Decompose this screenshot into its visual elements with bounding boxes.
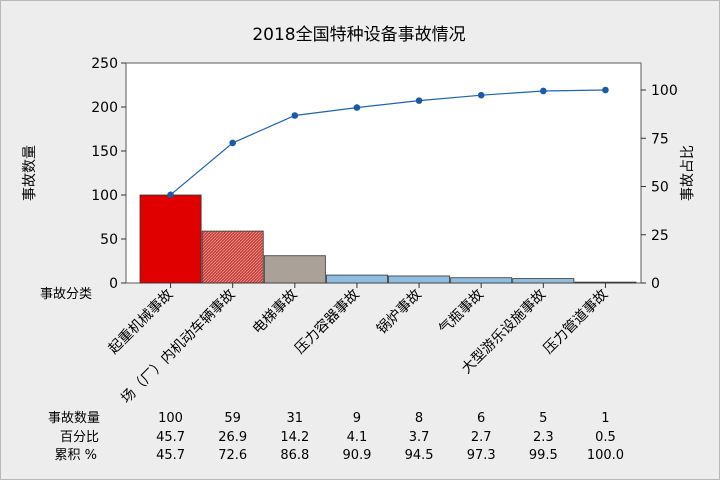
bar: [574, 281, 637, 284]
table-cell: 4.1: [347, 430, 368, 445]
data-table: 事故数量 100 59 31 9 8 6 5 1 百分比 45.7 26.9 14.2 4.1 3.7 2.7…: [48, 411, 624, 463]
cumulative-point: [477, 91, 485, 99]
table-cell: 2.7: [471, 430, 492, 445]
table-cell: 45.7: [156, 430, 185, 445]
right-tick-label: 75: [651, 131, 669, 147]
category-label: 电梯事故: [250, 287, 301, 338]
cumulative-point: [602, 86, 609, 94]
cumulative-point: [540, 87, 547, 95]
cumulative-line-series: [167, 86, 609, 199]
x-axis-label: 事故分类: [40, 287, 92, 302]
cumulative-point: [167, 191, 174, 199]
table-cell: 99.5: [529, 448, 558, 463]
table-cell: 72.6: [218, 448, 247, 463]
bar: [388, 275, 451, 284]
table-row-label: 事故数量: [48, 411, 100, 426]
bar: [139, 194, 202, 284]
table-cell: 14.2: [280, 430, 309, 445]
table-row-label: 累积 %: [55, 448, 98, 463]
table-cell: 94.5: [405, 448, 434, 463]
bar: [512, 278, 575, 284]
table-cell: 90.9: [342, 448, 371, 463]
bar: [325, 274, 388, 284]
cumulative-line: [170, 89, 606, 196]
left-tick-label: 50: [100, 232, 118, 248]
cumulative-point: [229, 139, 236, 147]
table-cell: 0.5: [595, 430, 616, 445]
table-cell: 100: [158, 411, 183, 426]
table-cell: 8: [415, 411, 423, 426]
table-cell: 26.9: [218, 430, 247, 445]
table-cell: 59: [224, 411, 241, 426]
table-cell: 3.7: [409, 430, 430, 445]
right-tick-label: 25: [651, 228, 669, 244]
left-tick-label: 150: [91, 144, 118, 160]
table-cell: 45.7: [156, 448, 185, 463]
table-cell: 6: [477, 411, 485, 426]
right-tick-label: 100: [651, 83, 678, 99]
category-label: 气瓶事故: [436, 287, 487, 338]
category-label: 压力容器事故: [291, 286, 362, 357]
chart-title: 2018全国特种设备事故情况: [252, 25, 465, 45]
table-row-label: 百分比: [60, 430, 99, 445]
left-axis-label: 事故数量: [22, 145, 38, 201]
bar: [263, 255, 326, 284]
table-cell: 9: [353, 411, 361, 426]
table-cell: 86.8: [280, 448, 309, 463]
left-tick-label: 200: [91, 100, 118, 116]
left-axis: 0 50 100 150 200 250: [91, 56, 126, 292]
right-tick-label: 50: [651, 180, 669, 196]
right-tick-label: 0: [651, 276, 660, 292]
left-tick-label: 0: [109, 276, 118, 292]
right-axis-label: 事故占比: [680, 145, 696, 201]
category-label: 场（厂）内机动车辆事故: [118, 286, 239, 407]
table-cell: 100.0: [587, 448, 624, 463]
table-cell: 1: [601, 411, 609, 426]
table-cell: 97.3: [467, 448, 496, 463]
cumulative-point: [415, 97, 423, 104]
bar: [450, 277, 513, 284]
category-label: 锅炉事故: [374, 287, 425, 338]
table-cell: 5: [539, 411, 547, 426]
right-axis: 0 25 50 75 100: [641, 83, 678, 292]
table-cell: 2.3: [533, 430, 554, 445]
left-tick-label: 250: [91, 56, 118, 72]
left-tick-label: 100: [91, 188, 118, 204]
category-label: 压力管道事故: [541, 287, 612, 358]
table-cell: 31: [287, 411, 304, 426]
bar: [201, 230, 264, 284]
cumulative-point: [291, 112, 299, 119]
cumulative-point: [353, 104, 361, 111]
